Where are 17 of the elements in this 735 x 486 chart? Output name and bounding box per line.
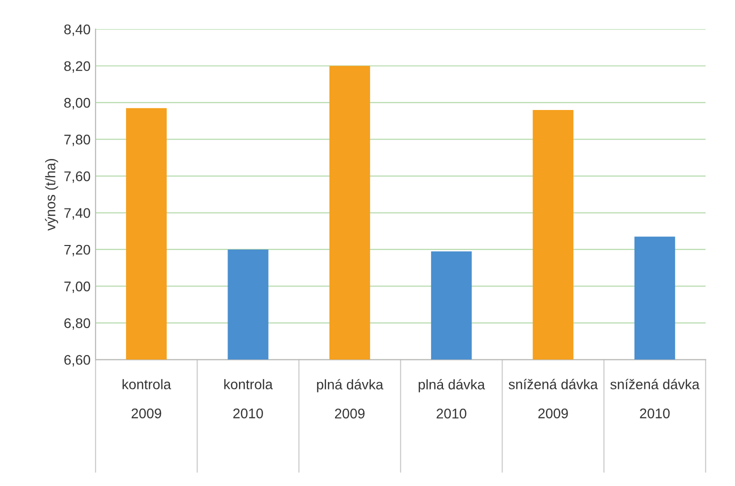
y-tick-label: 7,20 [64, 244, 90, 256]
y-tick-label: 7,60 [64, 171, 90, 183]
category-label: snížená dávka 2010 [610, 378, 700, 418]
y-tick-label: 6,80 [64, 318, 90, 330]
x-tick-label: plná dávka 2010 [418, 379, 486, 418]
y-tick-label: 6,60 [64, 354, 90, 366]
y-tick-label: 7,40 [64, 208, 90, 220]
category-label: kontrola 2010 [224, 379, 273, 418]
category-label: kontrola 2009 [122, 379, 172, 418]
y-tick-label: 7,80 [64, 134, 90, 146]
y-tick-label: 8,00 [64, 98, 90, 110]
y-tick-label: 8,20 [64, 61, 90, 73]
category-label: snížená dávka 2009 [508, 378, 598, 418]
y-tick-label: 8,40 [64, 24, 90, 36]
y-axis-title: výnos (t/ha) [44, 158, 58, 231]
x-tick-label: plná dávka 2009 [317, 379, 384, 418]
y-tick-label: 7,00 [64, 282, 90, 294]
